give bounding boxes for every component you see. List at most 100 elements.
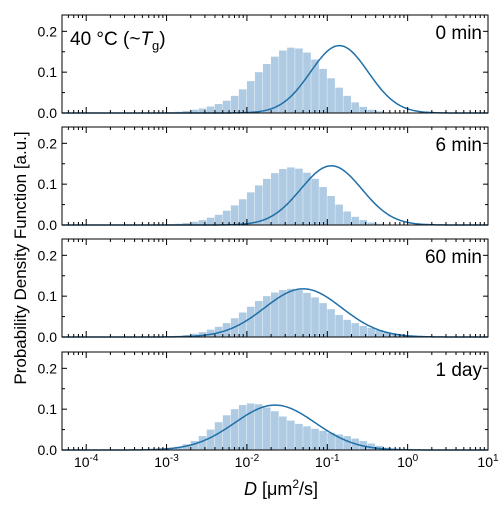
x-axis-units-pre: [μm <box>257 479 292 499</box>
histogram-bar <box>222 100 231 113</box>
histogram-bar <box>375 111 384 113</box>
histogram-bar <box>327 309 335 337</box>
y-axis-title: Probability Density Function [a.u.] <box>11 131 30 384</box>
x-axis-units-sup: 2 <box>292 477 299 491</box>
axes-frame <box>61 238 489 338</box>
histogram-bar <box>238 405 247 450</box>
histogram-bar <box>359 325 368 337</box>
histogram-bar <box>182 222 191 225</box>
histogram-bar <box>246 403 255 450</box>
histogram-bar <box>351 102 360 113</box>
axes-frame <box>61 14 489 114</box>
histogram-bar <box>198 436 207 450</box>
x-tick-label: 10-3 <box>154 453 179 470</box>
histogram-bar <box>287 167 295 225</box>
histogram-bar <box>198 220 207 225</box>
histogram-bar <box>246 192 255 225</box>
y-tick-label: 0.0 <box>38 329 58 345</box>
x-tick-label-base: 10 <box>154 454 170 470</box>
histogram-bar <box>254 301 263 337</box>
x-tick-label: 10-2 <box>235 453 260 470</box>
histogram-bar <box>254 72 263 113</box>
x-tick-label-exp: -4 <box>90 453 99 464</box>
x-tick-label-exp: -1 <box>331 453 340 464</box>
x-tick-label-base: 10 <box>235 454 251 470</box>
histogram-bar <box>327 432 335 450</box>
histogram-bar <box>230 205 239 225</box>
x-tick-label-base: 10 <box>397 454 413 470</box>
histogram-bar <box>367 328 376 337</box>
histogram-bar <box>271 411 279 450</box>
histogram-bar <box>190 109 199 113</box>
histogram-bar <box>279 416 287 450</box>
y-tick-label: 0.2 <box>38 23 58 39</box>
panel-label: 0 min <box>436 23 482 44</box>
y-tick-label: 0.0 <box>38 217 58 233</box>
histogram-bar <box>238 312 247 337</box>
y-tick-label: 0.2 <box>38 360 58 376</box>
histogram-bar <box>279 290 287 337</box>
histogram-bar <box>262 178 271 225</box>
histogram-bar <box>222 210 231 225</box>
histogram-bar <box>279 50 287 113</box>
histogram-bar <box>254 185 263 225</box>
histogram-bar <box>319 303 327 337</box>
histogram-bar <box>262 407 271 450</box>
histogram-bar <box>359 220 368 225</box>
histogram-bar <box>287 288 295 337</box>
y-tick-label: 0.0 <box>38 105 58 121</box>
y-tick-label: 0.1 <box>38 288 58 304</box>
histogram-bar <box>262 64 271 113</box>
panel-1: 0.0 0.1 0.2 6 min <box>38 126 489 233</box>
histogram-bar <box>206 429 215 450</box>
histogram-bar <box>375 223 384 225</box>
temp-text: 40 °C (~ <box>70 29 140 50</box>
x-tick-label-exp: -2 <box>250 453 259 464</box>
histogram-bar <box>238 199 247 225</box>
x-tick-label-exp: -3 <box>170 453 179 464</box>
histogram-bar <box>214 422 223 450</box>
histogram-bar <box>343 95 351 113</box>
histogram-bar <box>254 404 263 450</box>
histogram-bar <box>230 95 239 113</box>
y-tick-label: 0.0 <box>38 442 58 458</box>
panel-2: 0.0 0.1 0.2 60 min <box>38 238 489 345</box>
histogram-bar <box>287 420 295 450</box>
histogram-bar <box>375 330 384 337</box>
histogram-bar <box>327 78 335 113</box>
x-tick-label-base: 10 <box>477 454 493 470</box>
svg-text:40 °C (~Tg): 40 °C (~Tg) <box>70 29 166 53</box>
histogram-bar <box>271 56 279 113</box>
x-axis-title: D [μm2/s] <box>244 477 318 499</box>
panel-label: 6 min <box>436 135 482 156</box>
histogram-bar <box>198 332 207 337</box>
temp-T: T <box>140 29 153 50</box>
histogram-bar <box>351 216 360 225</box>
histogram-bar <box>311 178 319 225</box>
x-tick-label: 100 <box>397 453 419 470</box>
histogram-bar <box>303 292 311 337</box>
histogram-bar <box>246 81 255 113</box>
panel-0: 0.0 0.1 0.2 0 min <box>38 14 489 121</box>
histogram-bar <box>383 332 392 337</box>
x-tick-label: 10-1 <box>315 453 340 470</box>
histogram-bar <box>279 169 287 225</box>
y-axis-label: Probability Density Function [a.u.] <box>11 131 30 384</box>
x-tick-label-base: 10 <box>315 454 331 470</box>
x-tick-label-exp: 1 <box>493 453 499 464</box>
y-tick-label: 0.2 <box>38 135 58 151</box>
x-axis-units-post: /s] <box>299 479 318 499</box>
svg-text:D [μm2/s]: D [μm2/s] <box>244 477 318 499</box>
panel-label: 1 day <box>436 360 483 381</box>
x-axis-var: D <box>244 479 257 499</box>
histogram-bar <box>295 168 303 225</box>
x-tick-label-base: 10 <box>74 454 90 470</box>
histogram-bar <box>246 306 255 337</box>
histogram-bar <box>238 89 247 113</box>
histogram-bar <box>311 297 319 337</box>
histogram-bar <box>262 296 271 337</box>
histogram-bar <box>303 426 311 450</box>
histogram-bar <box>295 423 303 450</box>
y-tick-label: 0.1 <box>38 64 58 80</box>
